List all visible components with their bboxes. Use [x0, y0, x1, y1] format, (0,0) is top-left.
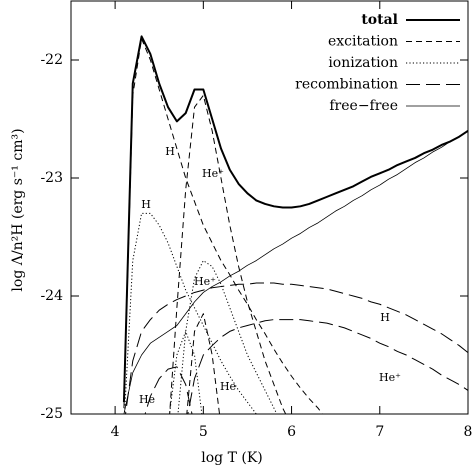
- x-tick-label: 6: [287, 424, 296, 440]
- curve-label: H: [380, 311, 390, 324]
- legend-label: ionization: [328, 55, 398, 71]
- curve-label: H: [141, 198, 151, 211]
- y-axis-label: log Λ/n²H (erg s⁻¹ cm³): [10, 128, 26, 291]
- curve: [124, 212, 257, 414]
- x-tick-label: 7: [375, 424, 384, 440]
- legend-label: recombination: [295, 77, 398, 93]
- curve-label: He⁺: [379, 371, 401, 384]
- legend-label: total: [361, 12, 398, 28]
- plot-frame: [70, 0, 469, 415]
- x-tick-label: 8: [464, 424, 473, 440]
- x-tick-label: 5: [199, 424, 208, 440]
- curve-label: He⁺: [202, 167, 224, 180]
- legend-label: excitation: [328, 34, 398, 50]
- y-tick-label: -23: [40, 170, 63, 186]
- curve: [125, 282, 468, 414]
- y-tick-label: -22: [40, 52, 63, 68]
- curve-label: He⁺: [194, 275, 216, 288]
- curve: [187, 319, 468, 414]
- legend-label: free−free: [329, 98, 398, 114]
- x-tick-label: 4: [111, 424, 120, 440]
- y-tick-label: -24: [40, 288, 63, 304]
- curve-label: He: [139, 393, 155, 406]
- y-tick-label: -25: [40, 406, 63, 422]
- curve: [144, 366, 193, 414]
- curve: [169, 330, 203, 414]
- curve-label: He: [220, 380, 236, 393]
- curve: [123, 38, 324, 414]
- curve: [186, 313, 221, 414]
- plot-lines: [122, 35, 468, 414]
- curve: [122, 35, 468, 403]
- curve-label: H: [165, 145, 175, 158]
- curve: [123, 130, 468, 414]
- curve: [177, 260, 278, 414]
- curve: [169, 94, 287, 414]
- x-axis-label: log T (K): [201, 450, 263, 466]
